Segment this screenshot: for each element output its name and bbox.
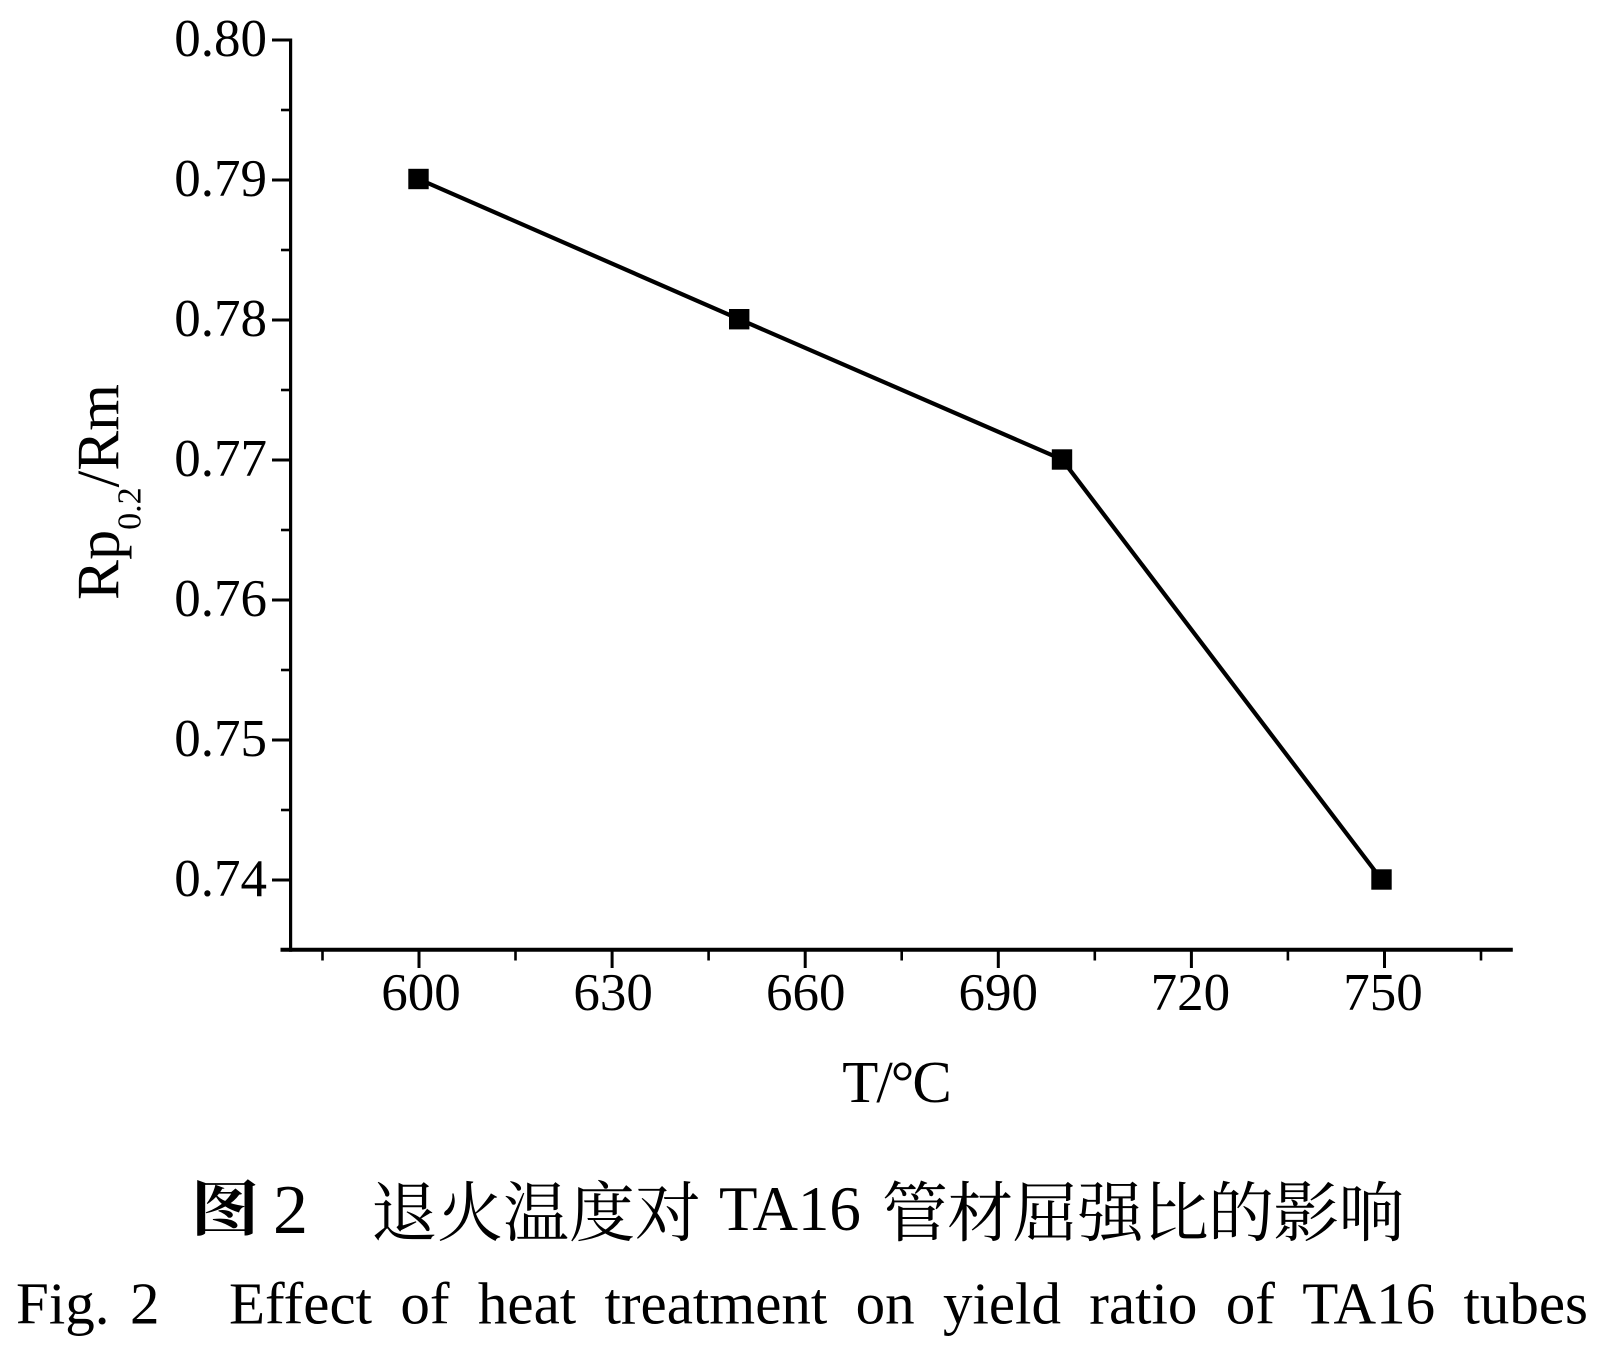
svg-text:630: 630 [573, 964, 653, 1022]
svg-text:2: 2 [273, 1172, 308, 1249]
svg-text:660: 660 [766, 964, 846, 1022]
svg-text:600: 600 [381, 964, 461, 1022]
svg-text:720: 720 [1151, 964, 1231, 1022]
svg-text:0.78: 0.78 [174, 290, 267, 348]
svg-text:690: 690 [959, 964, 1039, 1022]
svg-text:2: 2 [130, 1271, 160, 1337]
svg-text:TA16: TA16 [719, 1174, 861, 1244]
svg-text:Fig.: Fig. [16, 1271, 109, 1337]
svg-text:0.79: 0.79 [174, 150, 267, 208]
svg-text:0.76: 0.76 [174, 570, 267, 628]
svg-text:750: 750 [1343, 964, 1423, 1022]
svg-text:0.80: 0.80 [174, 10, 267, 68]
svg-text:0.77: 0.77 [174, 430, 267, 488]
svg-text:T/°C: T/°C [842, 1049, 949, 1115]
svg-text:0.75: 0.75 [174, 710, 267, 768]
svg-text:Effect of heat treatment on yi: Effect of heat treatment on yield ratio … [229, 1271, 1588, 1337]
svg-text:0.74: 0.74 [174, 850, 267, 908]
